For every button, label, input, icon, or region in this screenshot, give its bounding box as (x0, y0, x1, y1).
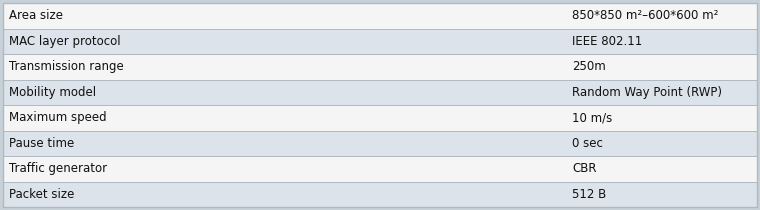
Bar (3, 105, 757, 130)
Text: 10 m/s: 10 m/s (572, 111, 613, 124)
Text: Pause time: Pause time (9, 137, 74, 150)
Text: IEEE 802.11: IEEE 802.11 (572, 35, 642, 48)
Bar (3, 181, 757, 207)
Text: 512 B: 512 B (572, 188, 606, 201)
Text: Maximum speed: Maximum speed (9, 111, 106, 124)
Text: Random Way Point (RWP): Random Way Point (RWP) (572, 86, 722, 99)
Bar (3, 3, 757, 29)
Text: Mobility model: Mobility model (9, 86, 96, 99)
Text: MAC layer protocol: MAC layer protocol (9, 35, 121, 48)
Text: 0 sec: 0 sec (572, 137, 603, 150)
Text: Area size: Area size (9, 9, 63, 22)
Text: Packet size: Packet size (9, 188, 74, 201)
Text: Transmission range: Transmission range (9, 60, 124, 73)
Bar (3, 80, 757, 105)
Bar (3, 130, 757, 156)
Bar (3, 54, 757, 80)
Text: 250m: 250m (572, 60, 606, 73)
Text: CBR: CBR (572, 162, 597, 175)
Bar (3, 156, 757, 181)
Bar (3, 29, 757, 54)
Text: Traffic generator: Traffic generator (9, 162, 107, 175)
Text: 850*850 m²–600*600 m²: 850*850 m²–600*600 m² (572, 9, 718, 22)
